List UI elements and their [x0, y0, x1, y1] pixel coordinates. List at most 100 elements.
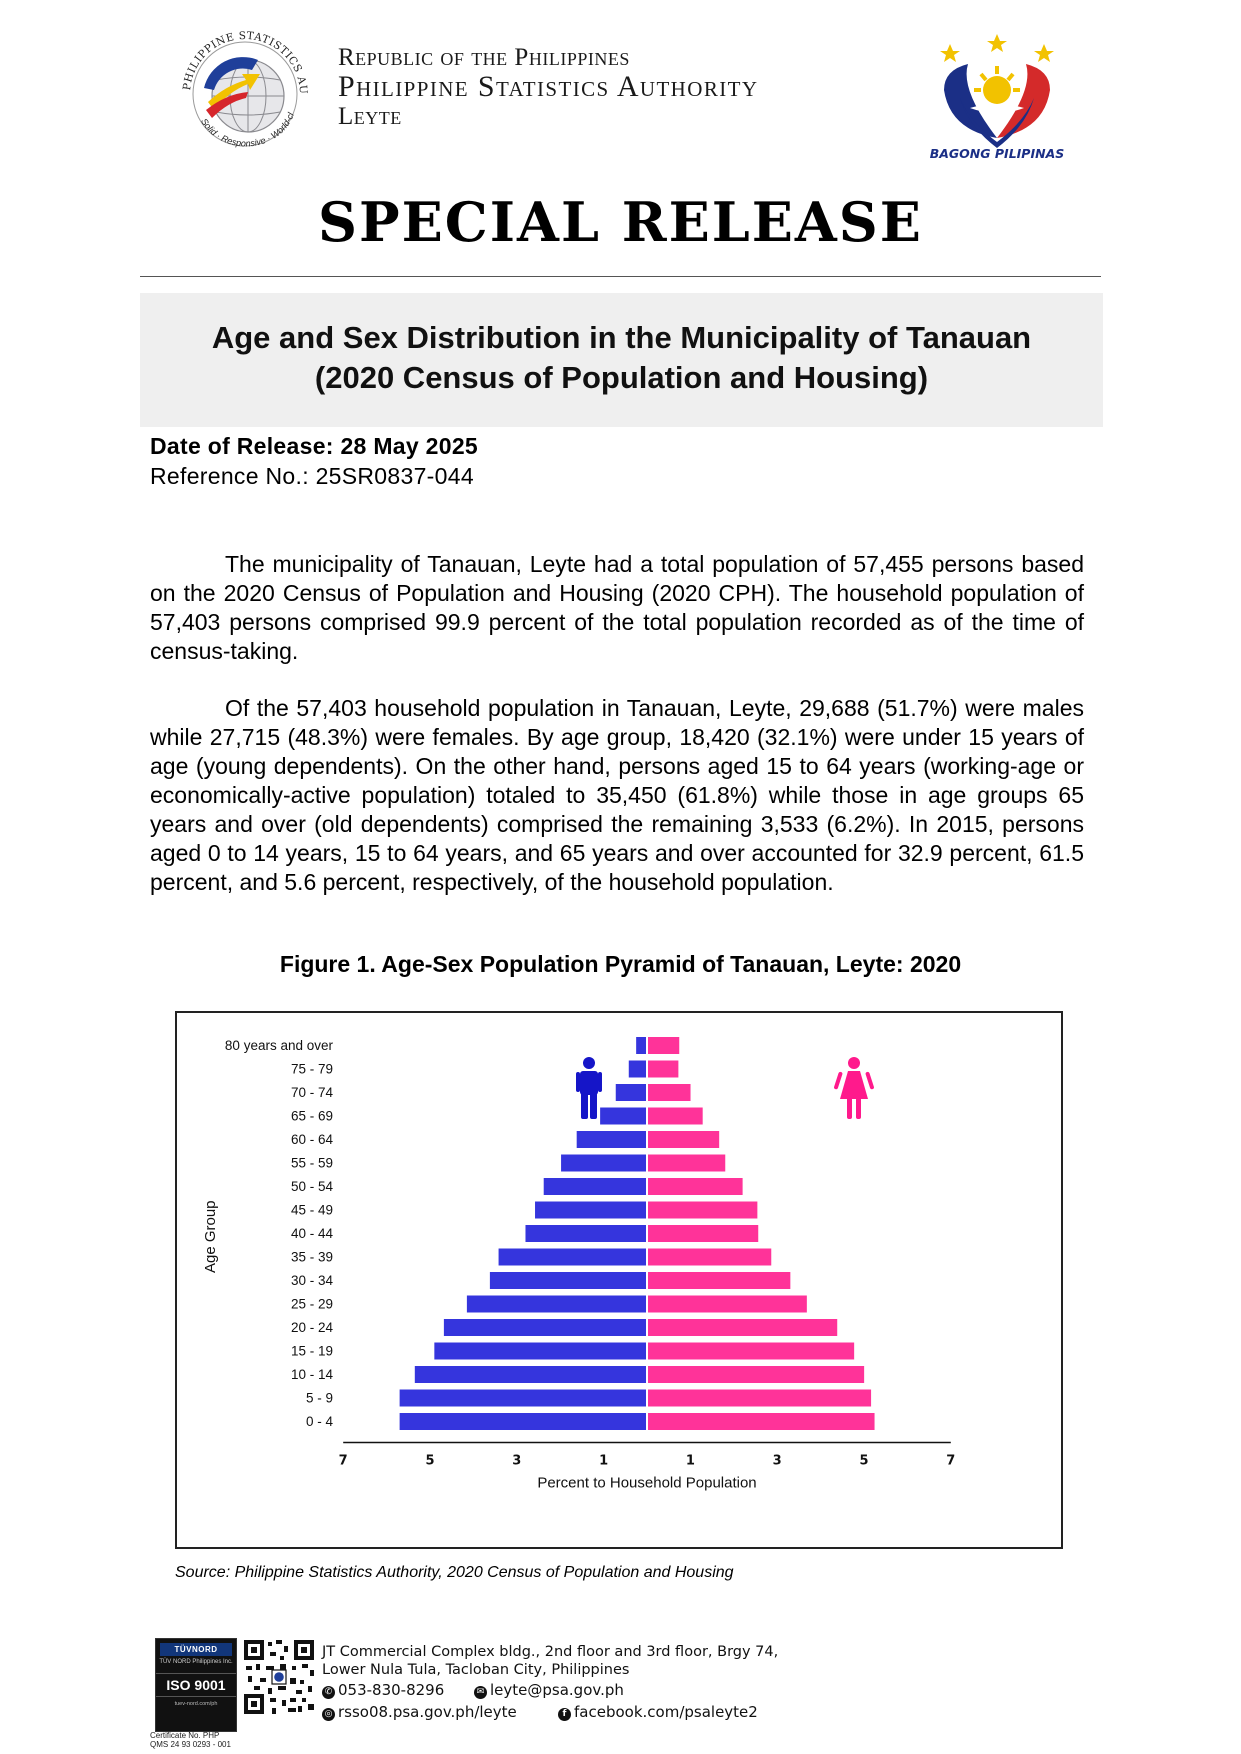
female-bar	[648, 1342, 855, 1360]
x-tick-label: 1	[686, 1454, 695, 1469]
male-figure-icon	[576, 1057, 602, 1119]
phone-number: 053-830-8296	[338, 1681, 445, 1699]
y-axis-title: Age Group	[202, 1200, 219, 1273]
x-tick-label: 7	[339, 1454, 348, 1469]
release-type-heading: SPECIAL RELEASE	[318, 190, 923, 254]
age-group-label: 65 - 69	[291, 1109, 333, 1124]
male-bar	[443, 1319, 646, 1336]
iso-standard: ISO 9001	[156, 1673, 236, 1697]
age-group-label: 25 - 29	[291, 1297, 333, 1312]
male-bar	[543, 1178, 646, 1195]
age-group-label: 10 - 14	[291, 1367, 334, 1382]
office-address-line1: JT Commercial Complex bldg., 2nd floor a…	[322, 1644, 779, 1660]
x-tick-label: 3	[512, 1454, 521, 1469]
agency-block: Republic of the Philippines Philippine S…	[338, 44, 758, 130]
certificate-number: Certificate No. PHP QMS 24 93 0293 - 001	[150, 1731, 231, 1749]
female-bar	[648, 1225, 759, 1242]
male-bar	[399, 1413, 646, 1430]
facebook-contact: f facebook.com/psaleyte2	[558, 1703, 758, 1721]
age-group-label: 80 years and over	[225, 1038, 334, 1053]
figure-title: Figure 1. Age-Sex Population Pyramid of …	[279, 951, 962, 977]
female-bar	[648, 1201, 758, 1219]
age-group-label: 40 - 44	[291, 1226, 334, 1241]
age-group-label: 35 - 39	[291, 1250, 333, 1265]
male-bar	[498, 1248, 646, 1266]
x-tick-label: 5	[859, 1454, 868, 1469]
iso-org: TÜV NORD Philippines Inc.	[159, 1659, 233, 1665]
female-bar	[648, 1107, 703, 1125]
male-bar	[600, 1107, 646, 1125]
header-divider	[140, 276, 1101, 277]
office-address-line2: Lower Nula Tula, Tacloban City, Philippi…	[322, 1662, 630, 1678]
pyramid-svg: 80 years and over 75 - 79 70 - 74 65 - 69 60…	[202, 1033, 955, 1492]
phone-contact: ✆ 053-830-8296	[322, 1681, 444, 1699]
facebook-icon: f	[558, 1708, 571, 1721]
male-bar	[434, 1342, 646, 1360]
male-bar	[628, 1060, 646, 1078]
population-pyramid-chart: 80 years and over 75 - 79 70 - 74 65 - 69 60…	[175, 1011, 1063, 1549]
phone-icon: ✆	[322, 1686, 335, 1699]
age-group-label: 70 - 74	[291, 1085, 334, 1100]
male-bar	[525, 1225, 646, 1242]
age-group-label: 30 - 34	[291, 1273, 334, 1288]
website-contact: ◎ rsso08.psa.gov.ph/leyte	[322, 1703, 517, 1721]
female-bar	[648, 1272, 791, 1289]
body-paragraph-2: Of the 57,403 household population in Ta…	[150, 695, 1084, 895]
agency-name: Philippine Statistics Authority	[338, 70, 759, 103]
agency-republic: Republic of the Philippines	[338, 44, 630, 71]
certificate-line2: QMS 24 93 0293 - 001	[150, 1740, 231, 1749]
email-contact: ✉ leyte@psa.gov.ph	[474, 1681, 624, 1699]
male-bar	[489, 1272, 646, 1289]
website-url: rsso08.psa.gov.ph/leyte	[338, 1703, 517, 1721]
age-group-label: 50 - 54	[291, 1179, 334, 1194]
certificate-line1: Certificate No. PHP	[150, 1731, 220, 1740]
iso-certification-badge: TÜVNORD TÜV NORD Philippines Inc. ISO 90…	[155, 1638, 237, 1732]
female-bar	[648, 1060, 679, 1078]
age-group-label: 5 - 9	[306, 1391, 333, 1406]
male-bar	[414, 1366, 646, 1383]
x-tick-label: 5	[425, 1454, 434, 1469]
age-group-label: 45 - 49	[291, 1203, 333, 1218]
globe-icon: ◎	[322, 1708, 335, 1721]
female-bar	[648, 1037, 680, 1054]
email-address: leyte@psa.gov.ph	[490, 1681, 624, 1699]
body-paragraph-1: The municipality of Tanauan, Leyte had a…	[150, 551, 1084, 664]
bagong-pilipinas-wordmark: BAGONG PILIPINAS	[929, 146, 1065, 161]
age-group-label: 15 - 19	[291, 1344, 333, 1359]
male-bar	[561, 1154, 646, 1172]
male-bar	[576, 1131, 646, 1148]
male-bar	[636, 1037, 646, 1054]
psa-logo: PHILIPPINE STATISTICS AUTHORITY Solid · …	[170, 22, 309, 148]
reference-number: Reference No.: 25SR0837-044	[150, 463, 474, 489]
female-bar	[648, 1295, 807, 1313]
male-bar	[399, 1389, 646, 1407]
age-group-label: 0 - 4	[306, 1414, 334, 1429]
bagong-pilipinas-logo	[940, 34, 1054, 148]
age-group-label: 20 - 24	[291, 1320, 334, 1335]
age-group-label: 60 - 64	[291, 1132, 334, 1147]
email-icon: ✉	[474, 1686, 487, 1699]
age-group-label: 55 - 59	[291, 1156, 333, 1171]
age-group-label: 75 - 79	[291, 1062, 333, 1077]
iso-brand: TÜVNORD	[160, 1643, 232, 1656]
title-band: Age and Sex Distribution in the Municipa…	[140, 293, 1103, 427]
iso-url: tuev-nord.com/ph	[174, 1701, 218, 1707]
male-bar	[535, 1201, 646, 1219]
document-title-line1: Age and Sex Distribution in the Municipa…	[211, 320, 1032, 355]
female-bar	[648, 1248, 772, 1266]
female-bar	[648, 1319, 838, 1336]
female-figure-icon	[834, 1057, 874, 1119]
x-axis-title: Percent to Household Population	[537, 1475, 756, 1492]
female-bar	[648, 1084, 691, 1101]
female-bar	[648, 1178, 743, 1195]
female-bar	[648, 1131, 720, 1148]
male-bar	[466, 1295, 646, 1313]
female-bar	[648, 1154, 726, 1172]
agency-province: Leyte	[338, 103, 402, 131]
x-tick-label: 7	[946, 1454, 955, 1469]
source-note: Source: Philippine Statistics Authority,…	[175, 1564, 734, 1581]
female-bar	[648, 1413, 875, 1430]
female-bar	[648, 1366, 865, 1383]
document-title-line2: (2020 Census of Population and Housing)	[314, 360, 929, 395]
female-bar	[648, 1389, 872, 1407]
